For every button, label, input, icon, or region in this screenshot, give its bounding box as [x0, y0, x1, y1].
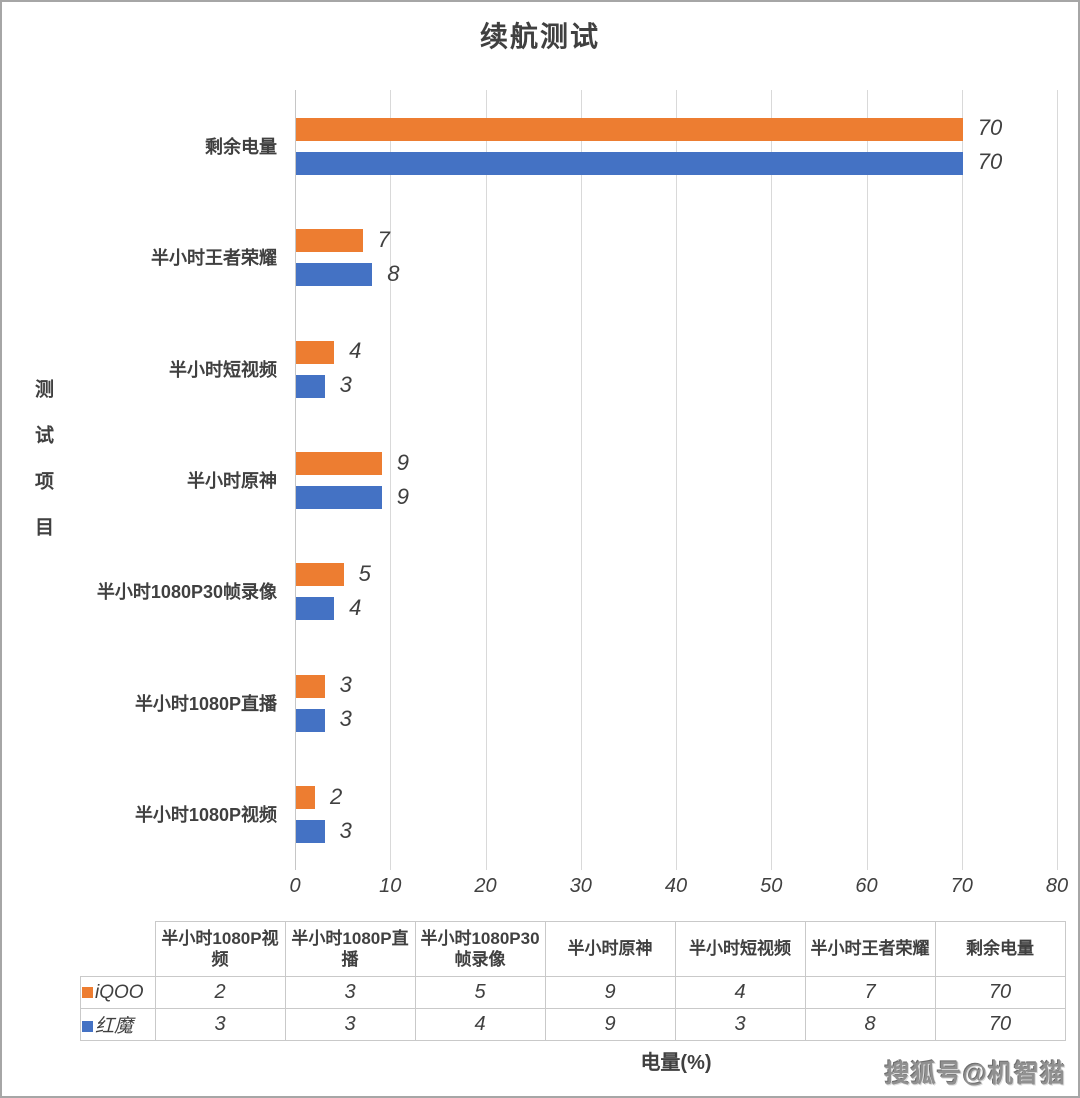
bar-iQOO	[296, 340, 335, 364]
tick-label: 70	[950, 875, 973, 897]
table-header-cell: 半小时王者荣耀	[804, 921, 936, 977]
bar-iQOO	[296, 452, 382, 475]
legend-cell: 红魔	[80, 1008, 156, 1041]
bars-layer: 70 70 7 8 4 3 9 9 5 4 3 3 2 3	[295, 90, 1078, 870]
category-label: 半小时1080P直播	[134, 693, 277, 714]
gridline	[390, 90, 392, 870]
tick-label: 60	[855, 875, 878, 897]
table-row: 红魔 3 3 4 9 3 8 70	[80, 1008, 1066, 1041]
bar-红魔	[296, 374, 325, 398]
bar-value-label: 4	[349, 338, 362, 364]
category-label: 半小时王者荣耀	[151, 248, 277, 269]
bar-value-label: 5	[358, 560, 371, 586]
table-value-cell: 3	[674, 1008, 806, 1041]
bar-value-label: 70	[977, 115, 1003, 141]
tick-label: 80	[1045, 875, 1069, 897]
tick-label: 50	[760, 875, 783, 897]
table-value-cell: 4	[674, 976, 806, 1009]
bar-value-label: 2	[330, 783, 343, 809]
table-header-cell: 半小时1080P直播	[284, 921, 416, 977]
y-axis-title: 测试项目	[32, 379, 53, 563]
table-value-cell: 4	[414, 1008, 546, 1041]
table-header-cell: 半小时短视频	[674, 921, 806, 977]
bar-value-label: 8	[387, 260, 400, 286]
data-table-head: 半小时1080P视频 半小时1080P直播 半小时1080P30帧录像 半小时原神 半小…	[80, 921, 1066, 977]
x-axis-title: 电量(%)	[640, 1052, 712, 1074]
bar-iQOO	[296, 674, 325, 698]
table-value-cell: 9	[544, 1008, 676, 1041]
gridline	[1057, 90, 1058, 870]
bar-iQOO	[296, 117, 963, 141]
category-label: 半小时短视频	[169, 359, 277, 380]
watermark: 搜狐号@机智猫	[884, 1060, 1066, 1088]
table-value-cell: 3	[154, 1008, 286, 1041]
gridline	[580, 90, 582, 870]
table-row: iQOO 2 3 5 9 4 7 70	[80, 976, 1066, 1009]
table-value-cell: 70	[934, 976, 1066, 1009]
tick-label: 10	[379, 875, 402, 897]
category-label: 半小时1080P30帧录像	[96, 582, 277, 603]
bar-红魔	[296, 263, 373, 287]
chart-title: 续航测试	[479, 21, 600, 52]
tick-label: 20	[474, 875, 497, 897]
bar-iQOO	[296, 229, 363, 253]
tick-label: 30	[569, 875, 592, 897]
value-axis-ticks: 0 10 20 30 40 50 60 70 80	[289, 875, 1075, 901]
legend-swatch-红魔	[82, 1021, 93, 1033]
tick-label: 40	[664, 875, 688, 897]
bar-红魔	[296, 151, 963, 175]
table-header-cell: 剩余电量	[934, 921, 1066, 977]
table-value-cell: 70	[934, 1008, 1066, 1041]
bar-value-label: 3	[339, 706, 352, 732]
category-label: 半小时原神	[187, 471, 277, 491]
table-value-cell: 7	[804, 976, 936, 1009]
bar-iQOO	[296, 786, 316, 810]
table-corner-cell	[80, 921, 156, 977]
bar-value-label: 4	[349, 594, 362, 620]
gridline	[485, 90, 487, 870]
bar-红魔	[296, 708, 325, 732]
data-table-body: iQOO 2 3 5 9 4 7 70 红魔 3 3 4 9 3 8 70	[80, 976, 1066, 1041]
tick-label: 0	[289, 875, 301, 897]
category-axis: 剩余电量半小时王者荣耀半小时短视频半小时原神半小时1080P30帧录像半小时10…	[2, 90, 287, 870]
gridline	[771, 90, 773, 870]
legend-cell: iQOO	[80, 976, 156, 1009]
legend-swatch-iQOO	[82, 986, 93, 998]
gridline	[961, 90, 963, 870]
bar-value-label: 9	[396, 483, 409, 509]
bar-红魔	[296, 597, 335, 621]
table-value-cell: 5	[414, 976, 546, 1009]
table-header-cell: 半小时1080P视频	[154, 921, 286, 977]
bar-红魔	[296, 486, 382, 509]
table-header-cell: 半小时原神	[544, 921, 676, 977]
bar-value-label: 3	[339, 372, 352, 398]
gridline	[295, 90, 296, 870]
category-label: 剩余电量	[205, 136, 277, 157]
plot-area	[295, 90, 1058, 870]
category-label: 半小时1080P视频	[134, 805, 277, 826]
series-name: iQOO	[95, 981, 144, 1003]
gridline	[866, 90, 868, 870]
data-table: 半小时1080P视频 半小时1080P直播 半小时1080P30帧录像 半小时原神 半小…	[80, 921, 1066, 1041]
table-value-cell: 8	[804, 1008, 936, 1041]
table-header-row: 半小时1080P视频 半小时1080P直播 半小时1080P30帧录像 半小时原神 半小…	[80, 921, 1066, 977]
table-header-cell: 半小时1080P30帧录像	[414, 921, 546, 977]
table-value-cell: 3	[284, 1008, 416, 1041]
table-value-cell: 2	[154, 976, 286, 1009]
bar-iQOO	[296, 563, 344, 587]
gridline	[676, 90, 677, 870]
table-value-cell: 9	[544, 976, 676, 1009]
bar-value-label: 70	[977, 149, 1003, 175]
table-value-cell: 3	[284, 976, 416, 1009]
bar-value-label: 3	[339, 817, 352, 843]
bar-红魔	[296, 820, 325, 844]
bar-value-label: 3	[339, 672, 352, 698]
bar-value-label: 9	[396, 449, 409, 475]
bar-value-label: 7	[377, 226, 390, 252]
series-name: 红魔	[95, 1016, 134, 1037]
